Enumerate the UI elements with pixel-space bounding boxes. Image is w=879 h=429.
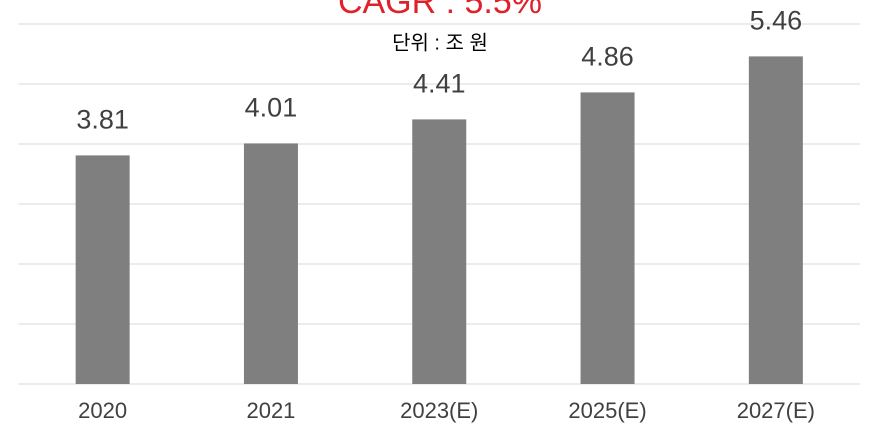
data-label: 3.81: [76, 105, 129, 135]
x-tick-label: 2021: [246, 398, 295, 423]
x-tick-label: 2025(E): [568, 398, 646, 423]
bar: [243, 143, 298, 384]
bar: [75, 155, 130, 384]
bar: [748, 56, 803, 385]
data-label: 4.86: [581, 42, 634, 72]
x-tick-label: 2020: [78, 398, 127, 423]
data-label: 4.41: [413, 69, 466, 99]
bar: [412, 119, 467, 385]
chart-subtitle: 단위 : 조 원: [392, 31, 488, 54]
data-label: 5.46: [750, 6, 803, 36]
bar: [580, 92, 635, 385]
x-tick-label: 2027(E): [737, 398, 815, 423]
chart-title: CAGR : 5.5%: [338, 0, 542, 21]
x-tick-label: 2023(E): [400, 398, 478, 423]
data-label: 4.01: [245, 93, 298, 123]
